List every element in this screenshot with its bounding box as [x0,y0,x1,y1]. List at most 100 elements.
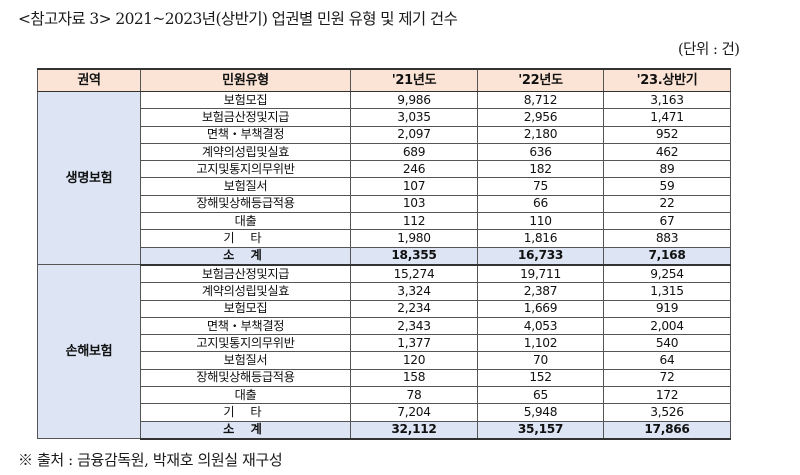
value-cell-2022: 2,180 [477,125,604,144]
header-2021: '21년도 [350,68,478,92]
value-cell-2021: 1,377 [350,334,478,353]
value-cell-2023-h1: 9,254 [603,264,731,284]
type-cell: 고지및통지의무위반 [140,334,351,353]
value-cell-2021: 2,234 [350,299,478,318]
type-cell: 기 타 [140,229,351,248]
value-cell-2023-h1: 59 [603,177,731,196]
value-cell-2022: 1,816 [477,229,604,248]
type-cell: 계약의성립및실효 [140,142,351,162]
value-cell-2022: 2,956 [477,108,604,127]
value-cell-2022: 2,387 [477,282,604,301]
value-cell-2021: 103 [350,194,478,214]
value-cell-2023-h1: 172 [603,386,731,405]
subtotal-2023-h1: 17,866 [603,420,731,440]
type-cell: 보험질서 [140,351,351,370]
value-cell-2021: 246 [350,160,478,179]
type-cell: 보험금산정및지급 [140,264,351,284]
value-cell-2021: 120 [350,351,478,370]
table-row: 생명보험 보험모집 9,986 8,712 3,163 [37,90,731,266]
type-cell: 장해및상해등급적용 [140,368,351,388]
table-row: 보험질서 107 75 59 [38,177,731,196]
region-cell-nonlife: 손해보험 [37,264,141,440]
type-cell: 보험모집 [140,90,351,110]
table-header-row: 권역 민원유형 '21년도 '22년도 '23.상반기 [37,68,731,92]
value-cell-2021: 1,980 [350,229,478,248]
value-cell-2022: 1,669 [477,299,604,318]
value-cell-2022: 65 [477,386,604,405]
value-cell-2022: 75 [477,177,604,196]
type-cell: 보험모집 [140,299,351,318]
value-cell-2023-h1: 64 [603,351,731,370]
value-cell-2022: 636 [477,142,604,162]
value-cell-2021: 2,097 [350,125,478,144]
value-cell-2021: 3,035 [350,108,478,127]
value-cell-2023-h1: 540 [603,334,731,353]
value-cell-2021: 78 [350,386,478,405]
value-cell-2022: 110 [477,212,604,231]
unit-label: (단위 : 건) [678,42,740,58]
value-cell-2021: 689 [350,142,478,162]
value-cell-2023-h1: 2,004 [603,316,731,336]
table-row: 장해및상해등급적용 103 66 22 [38,194,731,214]
type-cell: 대출 [140,212,351,231]
value-cell-2021: 112 [350,212,478,231]
value-cell-2023-h1: 952 [603,125,731,144]
value-cell-2022: 5,948 [477,403,604,422]
value-cell-2023-h1: 67 [603,212,731,231]
type-cell: 고지및통지의무위반 [140,160,351,179]
header-region: 권역 [37,68,141,92]
value-cell-2023-h1: 22 [603,194,731,214]
table-row: 면책・부책결정 2,097 2,180 952 [38,125,731,144]
type-cell: 장해및상해등급적용 [140,194,351,214]
table-row: 대출 112 110 67 [38,212,731,231]
value-cell-2022: 152 [477,368,604,388]
value-cell-2023-h1: 1,471 [603,108,731,127]
subtotal-2022: 35,157 [477,420,604,440]
type-cell: 계약의성립및실효 [140,282,351,301]
value-cell-2022: 182 [477,160,604,179]
subtotal-2022: 16,733 [477,246,604,266]
value-cell-2023-h1: 3,163 [603,90,731,110]
header-complaint-type: 민원유형 [140,68,351,92]
value-cell-2022: 70 [477,351,604,370]
table-row: 기 타 7,204 5,948 3,526 [38,403,731,422]
type-cell: 보험금산정및지급 [140,108,351,127]
value-cell-2021: 9,986 [350,90,478,110]
value-cell-2023-h1: 883 [603,229,731,248]
subtotal-row: 소 계 18,355 16,733 7,168 [38,246,731,266]
table-row: 계약의성립및실효 3,324 2,387 1,315 [38,282,731,301]
value-cell-2021: 7,204 [350,403,478,422]
value-cell-2023-h1: 89 [603,160,731,179]
type-cell: 대출 [140,386,351,405]
value-cell-2021: 2,343 [350,316,478,336]
table-row: 기 타 1,980 1,816 883 [38,229,731,248]
table-row: 계약의성립및실효 689 636 462 [38,142,731,162]
complaints-table: 권역 민원유형 '21년도 '22년도 '23.상반기 생명보험 보험모집 9,… [37,68,731,440]
document-title: <참고자료 3> 2021~2023년(상반기) 업권별 민원 유형 및 제기 … [18,10,458,28]
table-row: 보험금산정및지급 3,035 2,956 1,471 [38,108,731,127]
value-cell-2023-h1: 72 [603,368,731,388]
value-cell-2023-h1: 919 [603,299,731,318]
header-2023-h1: '23.상반기 [603,68,731,92]
subtotal-2021: 32,112 [350,420,478,440]
table-row: 보험질서 120 70 64 [38,351,731,370]
subtotal-2023-h1: 7,168 [603,246,731,266]
table-row: 고지및통지의무위반 246 182 89 [38,160,731,179]
value-cell-2022: 66 [477,194,604,214]
table-row: 면책・부책결정 2,343 4,053 2,004 [38,316,731,336]
header-2022: '22년도 [477,68,604,92]
value-cell-2021: 107 [350,177,478,196]
value-cell-2022: 4,053 [477,316,604,336]
type-cell: 기 타 [140,403,351,422]
table-row: 손해보험 보험금산정및지급 15,274 19,711 9,254 [37,264,731,440]
table-row: 장해및상해등급적용 158 152 72 [38,368,731,388]
value-cell-2023-h1: 1,315 [603,282,731,301]
value-cell-2021: 3,324 [350,282,478,301]
region-cell-life: 생명보험 [37,90,141,266]
value-cell-2022: 19,711 [477,264,604,284]
table-row: 고지및통지의무위반 1,377 1,102 540 [38,334,731,353]
value-cell-2022: 1,102 [477,334,604,353]
subtotal-label: 소 계 [140,246,351,266]
type-cell: 면책・부책결정 [140,316,351,336]
type-cell: 면책・부책결정 [140,125,351,144]
